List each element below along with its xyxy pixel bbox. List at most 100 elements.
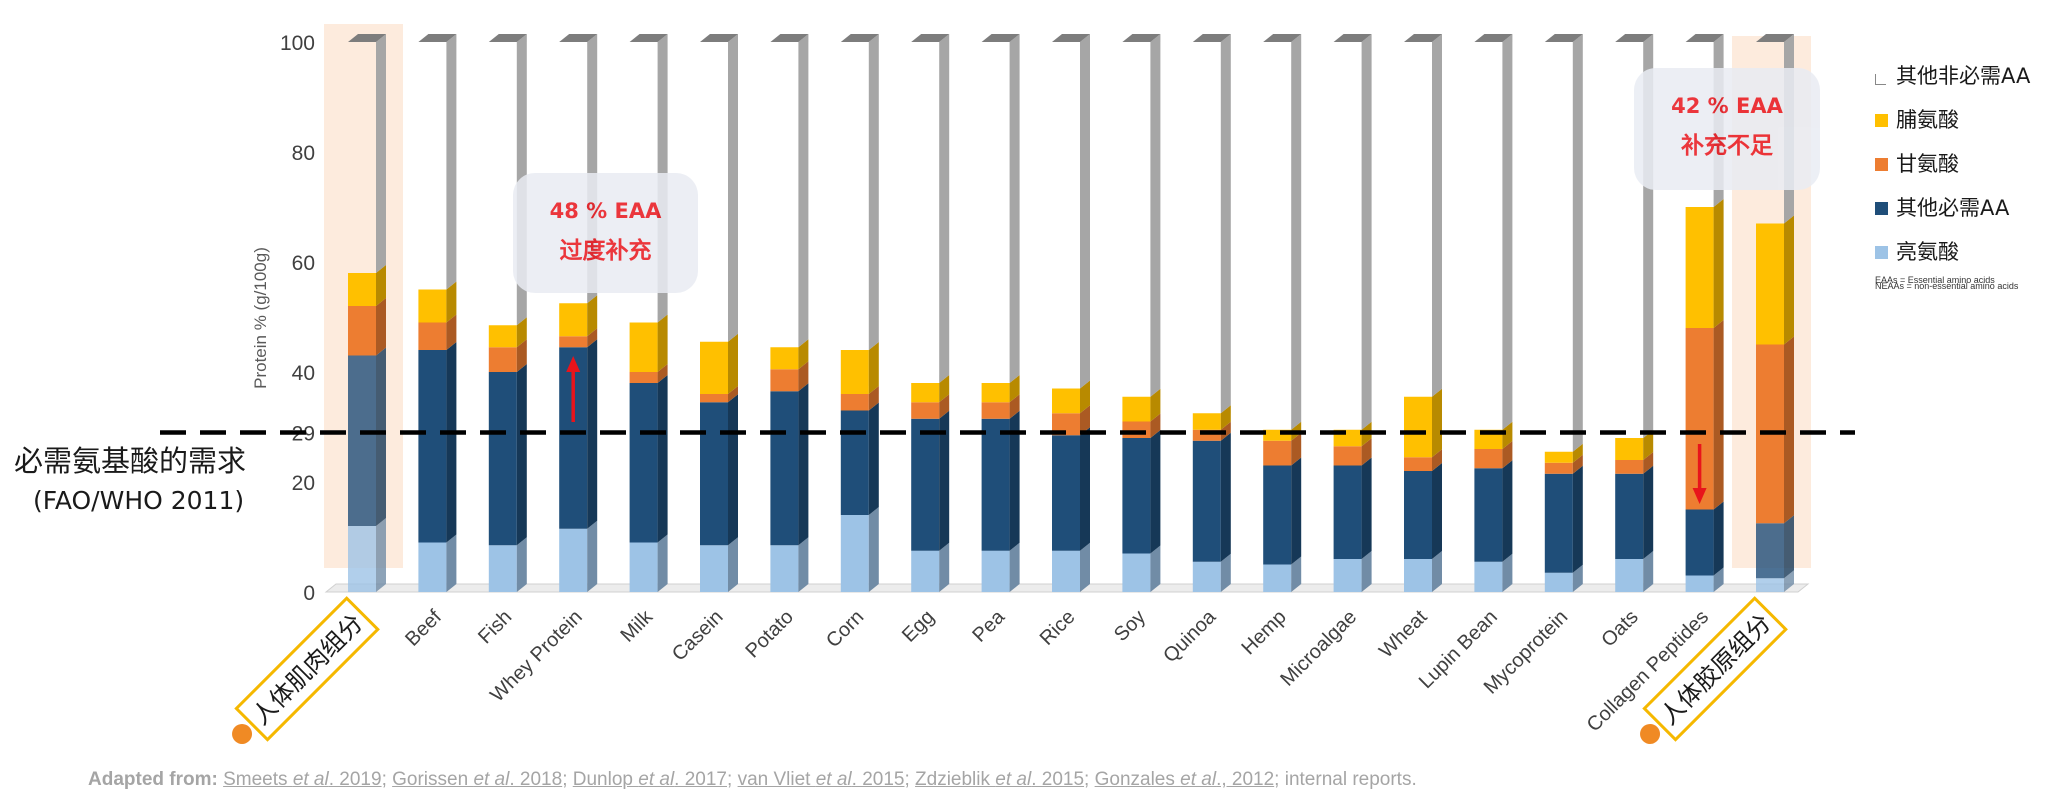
- bar-segment: [629, 542, 658, 592]
- bar-segment: [1192, 561, 1221, 592]
- bar-segment: [700, 394, 728, 403]
- bar-segment: [1502, 34, 1513, 430]
- bar-segment-top: [911, 34, 950, 42]
- bar-segment: [1291, 34, 1302, 430]
- bar-segment: [488, 347, 517, 372]
- bar-stack: [629, 34, 668, 592]
- y-tick-label: 0: [303, 582, 315, 605]
- y-tick-label: 80: [292, 142, 315, 165]
- bar-segment-side: [516, 317, 527, 348]
- bar-segment-side: [1220, 553, 1231, 592]
- bar-segment-side: [1432, 449, 1442, 471]
- bar-segment: [1404, 471, 1432, 559]
- bar-segment-side: [1009, 394, 1020, 419]
- bar-segment: [348, 306, 376, 356]
- bar-segment: [348, 526, 376, 592]
- bar-segment: [728, 34, 738, 342]
- source-ref[interactable]: Gorissen et al. 2018: [392, 769, 563, 790]
- bar-segment-side: [868, 342, 879, 394]
- bar-segment: [1615, 473, 1644, 559]
- x-tick-label: Wheat: [1375, 606, 1432, 663]
- bar-segment: [488, 325, 517, 348]
- bar-stack: [348, 34, 386, 592]
- bar-segment: [1080, 34, 1090, 389]
- bar-segment: [1192, 413, 1221, 430]
- bar-segment-top: [418, 34, 457, 42]
- legend-item-proline: 脯氨酸: [1875, 104, 2061, 148]
- bar-segment-side: [446, 281, 457, 323]
- bar-segment: [1122, 396, 1151, 422]
- x-tick-label: Quinoa: [1159, 605, 1221, 667]
- bar-segment: [629, 322, 658, 372]
- bar-segment-top: [1404, 34, 1442, 42]
- bar-segment: [1756, 578, 1784, 592]
- bar-segment-side: [1361, 457, 1372, 559]
- bar-segment: [1263, 465, 1292, 565]
- source-suffix: internal reports.: [1284, 769, 1417, 790]
- bar-segment-side: [1150, 388, 1161, 422]
- bar-segment-top: [629, 34, 668, 42]
- bar-segment: [1474, 468, 1503, 562]
- source-ref[interactable]: van Vliet et al. 2015: [737, 769, 905, 790]
- bar-segment-side: [1572, 443, 1583, 463]
- highlight-marker: [232, 723, 253, 744]
- bar-stack: [981, 34, 1020, 592]
- bar-segment-side: [728, 537, 738, 592]
- bar-segment-side: [1432, 463, 1442, 559]
- bar-segment-side: [1502, 421, 1513, 449]
- source-refs: Smeets et al. 2019; Gorissen et al. 2018…: [223, 769, 1285, 790]
- bar-segment-side: [1361, 551, 1372, 592]
- bar-segment-side: [1572, 564, 1583, 592]
- legend-item-glycine: 甘氨酸: [1875, 148, 2061, 192]
- bar-segment: [868, 34, 879, 350]
- bar-segment-side: [939, 394, 950, 419]
- bar-segment-side: [516, 339, 527, 372]
- bar-segment-side: [657, 375, 668, 543]
- bar-segment-side: [1291, 457, 1302, 565]
- bar-segment: [840, 515, 869, 592]
- bar-segment: [981, 402, 1010, 419]
- arrow-down: [1692, 444, 1707, 504]
- bar-segment: [1009, 34, 1020, 383]
- bar-segment-side: [1784, 336, 1794, 524]
- bar-segment-side: [1713, 501, 1724, 576]
- legend: 其他非必需AA 脯氨酸 甘氨酸 其他必需AA 亮氨酸 EAAs = Essent…: [1875, 60, 2061, 292]
- bar-segment-side: [1784, 570, 1794, 592]
- bar-segment-side: [868, 386, 879, 411]
- source-ref[interactable]: Dunlop et al. 2017: [572, 769, 727, 790]
- bar-segment-side: [376, 347, 386, 526]
- bar-segment: [348, 355, 376, 526]
- bar-stack: [911, 34, 950, 592]
- bar-segment-side: [1080, 405, 1090, 436]
- bar-segment-top: [1052, 34, 1090, 42]
- legend-note-neaa: NEAAs = non-essential amino acids: [1875, 281, 2019, 291]
- bar-segment: [1685, 509, 1714, 576]
- legend-label: 其他非必需AA: [1896, 64, 2031, 88]
- bar-segment-top: [1544, 34, 1583, 42]
- legend-swatch: [1875, 158, 1888, 171]
- bar-segment: [1333, 446, 1362, 466]
- bar-segment: [1544, 473, 1573, 573]
- legend-note-eaa: EAAs = Essential amino acids: [1875, 275, 1995, 285]
- bar-segment: [1404, 396, 1432, 458]
- bar-segment: [939, 34, 950, 383]
- source-ref[interactable]: Smeets et al. 2019: [223, 769, 382, 790]
- bar-segment-side: [1080, 427, 1090, 551]
- bar-segment: [1333, 559, 1362, 592]
- bar-segment: [1615, 460, 1644, 474]
- bar-segment-side: [728, 394, 738, 546]
- x-tick-label: Egg: [898, 606, 939, 647]
- bar-segment-top: [1756, 34, 1794, 42]
- bar-segment-side: [446, 342, 457, 543]
- bar-segment-top: [1474, 34, 1513, 42]
- bar-segment-side: [1643, 430, 1654, 460]
- source-ref[interactable]: Zdzieblik et al. 2015: [915, 769, 1085, 790]
- bar-segment: [1263, 440, 1292, 466]
- source-ref[interactable]: Gonzales et al., 2012: [1094, 769, 1275, 790]
- bar-stack: [1615, 34, 1654, 592]
- bar-segment: [1544, 572, 1573, 592]
- bar-segment: [1122, 553, 1151, 592]
- bar-segment-top: [840, 34, 879, 42]
- x-tick-label: Potato: [741, 606, 797, 662]
- bar-segment-side: [587, 339, 598, 529]
